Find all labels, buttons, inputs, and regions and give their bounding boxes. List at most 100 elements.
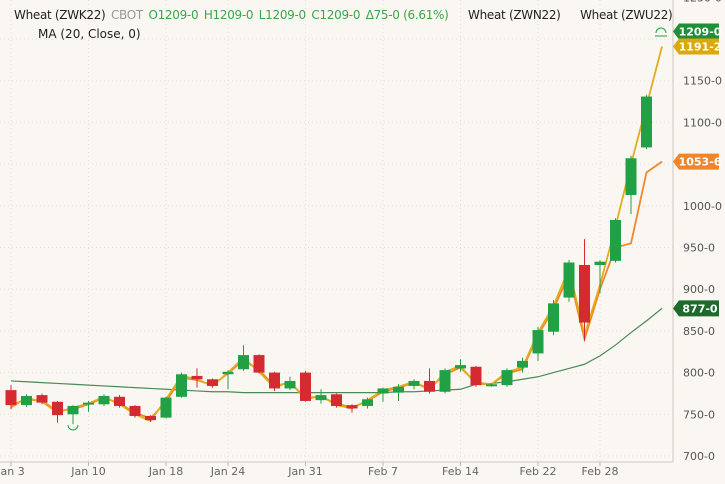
candle-body [315, 395, 327, 401]
y-tick-label: 1000-0 [683, 200, 722, 213]
compare-symbol-1[interactable]: Wheat (ZWN22) [468, 8, 561, 22]
candle-body [98, 395, 110, 405]
candle-body [439, 370, 451, 392]
open-value: O1209-0 [148, 8, 199, 22]
x-tick-label: Jan 31 [287, 465, 322, 478]
candle-body [563, 262, 575, 298]
candle [222, 370, 234, 390]
x-tick-label: Jan 18 [148, 465, 183, 478]
candle-body [300, 372, 311, 401]
x-tick-label: Jan 24 [210, 465, 245, 478]
change-value: Δ75-0 (6.61%) [365, 8, 449, 22]
price-line-yellow [10, 46, 663, 423]
candle-body [83, 402, 94, 405]
price-label-text: 1053-6 [679, 156, 722, 169]
candle [5, 385, 17, 410]
candle [160, 396, 172, 419]
y-tick-label: 800-0 [683, 367, 715, 380]
candle-body [532, 330, 544, 354]
dividend-marker-icon [67, 424, 79, 431]
candle-body [52, 401, 63, 416]
price-label-text: 1209-0 [679, 25, 722, 38]
high-value: H1209-0 [203, 8, 254, 22]
candle [625, 155, 637, 215]
price-label-flag [673, 38, 719, 55]
candle-body [145, 415, 156, 421]
candle [393, 384, 404, 401]
candle-body [470, 366, 482, 386]
price-label-text: 877-0 [682, 302, 718, 315]
candle-body [238, 355, 249, 370]
candle-body [160, 397, 172, 418]
candle [579, 239, 590, 341]
candle-body [176, 374, 187, 397]
chart-legend: Wheat (ZWK22) CBOT O1209-0 H1209-0 L1209… [14, 8, 674, 22]
candle [455, 359, 466, 372]
event-marker-icon [655, 27, 667, 37]
candle [517, 357, 528, 373]
price-label-flag [673, 300, 719, 317]
candle [408, 379, 420, 390]
candle-body [625, 158, 637, 195]
candle [238, 345, 249, 371]
candle-body [408, 380, 420, 386]
candle [486, 383, 497, 387]
y-tick-label: 950-0 [683, 242, 715, 255]
candle-body [517, 360, 528, 368]
compare-symbol-2[interactable]: Wheat (ZWU22) [580, 8, 673, 22]
candle-body [284, 380, 296, 389]
candle [641, 94, 652, 150]
candle-body [207, 379, 218, 386]
candle-body [486, 384, 497, 387]
candle-body [362, 399, 373, 406]
candle-body [5, 390, 17, 406]
candle-body [21, 395, 32, 406]
candle [501, 368, 513, 387]
candle-body [501, 370, 513, 386]
candle [52, 400, 63, 423]
candle [145, 415, 156, 422]
price-label-flag [673, 153, 719, 170]
candle [610, 218, 621, 263]
candle [315, 389, 327, 404]
y-tick-label: 1100-0 [683, 116, 722, 129]
x-tick-label: Feb 14 [442, 465, 479, 478]
y-tick-label: 750-0 [683, 408, 715, 421]
candle-body [114, 396, 125, 406]
candle-body [36, 395, 48, 403]
x-tick-label: Feb 7 [368, 465, 398, 478]
symbol-name[interactable]: Wheat (ZWK22) [14, 8, 106, 22]
low-value: L1209-0 [258, 8, 306, 22]
price-label-text: 1191-2 [679, 41, 722, 54]
y-tick-label: 1250-0 [683, 0, 722, 4]
indicator-legend[interactable]: MA (20, Close, 0) [38, 27, 141, 41]
candle-body [594, 261, 606, 266]
x-tick-label: Jan 3 [0, 465, 25, 478]
candle [176, 372, 187, 398]
candle [67, 405, 79, 425]
candle-body [424, 380, 435, 392]
price-label-flag [673, 23, 719, 40]
candle [83, 400, 94, 412]
candle [470, 365, 482, 387]
candle-body [610, 219, 621, 261]
candle-body [455, 365, 466, 369]
x-tick-label: Feb 28 [582, 465, 619, 478]
y-tick-label: 700-0 [683, 450, 715, 463]
candle [284, 376, 296, 391]
candle [532, 326, 544, 361]
candle [346, 404, 358, 413]
candle [21, 394, 32, 407]
candle-body [269, 372, 280, 389]
candle [424, 368, 435, 394]
candle [269, 371, 280, 391]
candle-body [346, 405, 358, 409]
candle-body [222, 371, 234, 375]
candle [439, 368, 451, 394]
y-tick-label: 900-0 [683, 283, 715, 296]
candle [377, 387, 389, 402]
exchange: CBOT [110, 8, 143, 22]
candle-body [67, 405, 79, 415]
candle [98, 394, 110, 406]
